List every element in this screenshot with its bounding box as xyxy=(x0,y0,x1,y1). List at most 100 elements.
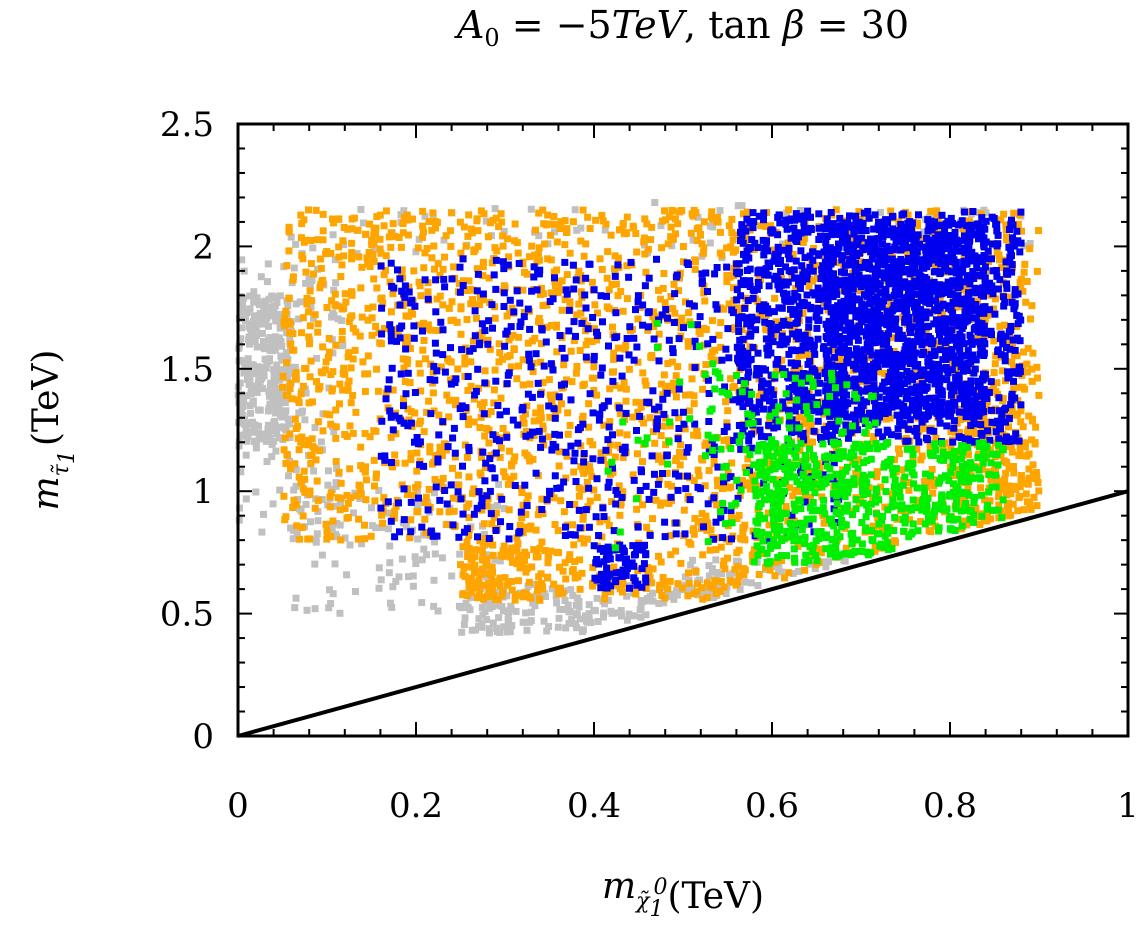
scatter-point xyxy=(937,346,944,354)
scatter-point xyxy=(767,332,775,340)
scatter-point xyxy=(698,270,706,278)
scatter-point xyxy=(496,557,504,565)
scatter-point xyxy=(373,284,381,292)
scatter-point xyxy=(827,308,835,316)
scatter-point xyxy=(306,535,314,543)
scatter-point xyxy=(424,295,432,303)
scatter-point xyxy=(720,478,727,486)
scatter-point xyxy=(323,527,331,535)
scatter-point xyxy=(481,608,489,615)
scatter-point xyxy=(307,303,315,311)
scatter-point xyxy=(479,296,487,304)
scatter-point xyxy=(743,208,751,216)
scatter-point xyxy=(611,453,619,461)
scatter-point xyxy=(484,540,492,548)
scatter-point xyxy=(835,243,843,251)
scatter-point xyxy=(471,307,479,315)
scatter-point xyxy=(871,211,879,219)
scatter-point xyxy=(490,271,498,279)
scatter-point xyxy=(984,311,992,319)
scatter-point xyxy=(427,326,435,334)
scatter-point xyxy=(454,488,462,496)
scatter-point xyxy=(404,216,412,224)
scatter-point xyxy=(348,215,356,223)
scatter-point xyxy=(279,373,287,380)
scatter-point xyxy=(987,378,995,386)
scatter-point xyxy=(338,317,346,325)
scatter-point xyxy=(705,572,713,580)
scatter-point xyxy=(431,538,438,546)
scatter-point xyxy=(272,407,280,414)
scatter-point xyxy=(668,482,676,490)
scatter-point xyxy=(410,267,418,275)
scatter-point xyxy=(328,525,336,533)
scatter-point xyxy=(402,340,410,348)
scatter-point xyxy=(724,554,731,562)
scatter-point xyxy=(703,519,711,526)
scatter-point xyxy=(510,308,518,316)
scatter-point xyxy=(280,492,288,500)
scatter-point xyxy=(329,215,336,223)
scatter-point xyxy=(356,490,364,498)
scatter-point xyxy=(644,309,652,317)
scatter-point xyxy=(1001,352,1009,360)
scatter-point xyxy=(445,413,453,421)
scatter-point xyxy=(432,224,439,232)
scatter-point xyxy=(834,358,842,366)
scatter-point xyxy=(612,578,620,586)
scatter-point xyxy=(538,495,546,503)
scatter-point xyxy=(936,296,944,304)
scatter-point xyxy=(684,444,692,452)
scatter-point xyxy=(811,565,819,572)
scatter-point xyxy=(478,495,486,502)
scatter-point xyxy=(589,455,597,463)
scatter-point xyxy=(667,551,675,559)
scatter-point xyxy=(404,405,412,413)
scatter-point xyxy=(870,225,878,233)
scatter-point xyxy=(634,358,642,366)
scatter-point xyxy=(614,254,622,262)
scatter-point xyxy=(582,612,589,620)
scatter-point xyxy=(815,408,823,416)
scatter-point xyxy=(785,420,793,428)
scatter-point xyxy=(586,467,594,475)
scatter-point xyxy=(623,555,630,563)
scatter-point xyxy=(361,388,369,395)
scatter-point xyxy=(558,286,566,294)
scatter-point xyxy=(891,268,899,276)
scatter-point xyxy=(470,395,478,403)
scatter-point xyxy=(539,206,547,214)
scatter-point xyxy=(609,431,616,439)
scatter-point xyxy=(476,537,484,545)
scatter-point xyxy=(597,292,605,300)
scatter-point xyxy=(256,431,264,439)
scatter-point xyxy=(809,277,817,285)
scatter-point xyxy=(308,277,316,284)
scatter-point xyxy=(421,515,429,523)
scatter-point xyxy=(576,615,584,623)
scatter-point xyxy=(957,501,965,509)
scatter-point xyxy=(496,411,504,419)
scatter-point xyxy=(489,216,497,224)
scatter-point xyxy=(421,249,429,257)
scatter-point xyxy=(292,240,300,248)
scatter-point xyxy=(645,495,653,503)
scatter-point xyxy=(653,255,660,263)
scatter-point xyxy=(316,447,324,455)
scatter-point xyxy=(739,403,747,411)
scatter-point xyxy=(462,599,470,607)
scatter-point xyxy=(653,422,661,429)
scatter-point xyxy=(513,560,521,568)
scatter-point xyxy=(959,225,967,233)
scatter-point xyxy=(644,568,652,575)
scatter-point xyxy=(711,577,719,585)
scatter-point xyxy=(770,398,778,406)
scatter-point xyxy=(508,586,516,594)
scatter-point xyxy=(391,508,399,516)
scatter-point xyxy=(434,607,442,615)
scatter-point xyxy=(704,500,712,508)
scatter-point xyxy=(238,256,246,264)
scatter-point xyxy=(443,520,451,528)
scatter-point xyxy=(584,213,592,221)
scatter-point xyxy=(264,260,272,268)
